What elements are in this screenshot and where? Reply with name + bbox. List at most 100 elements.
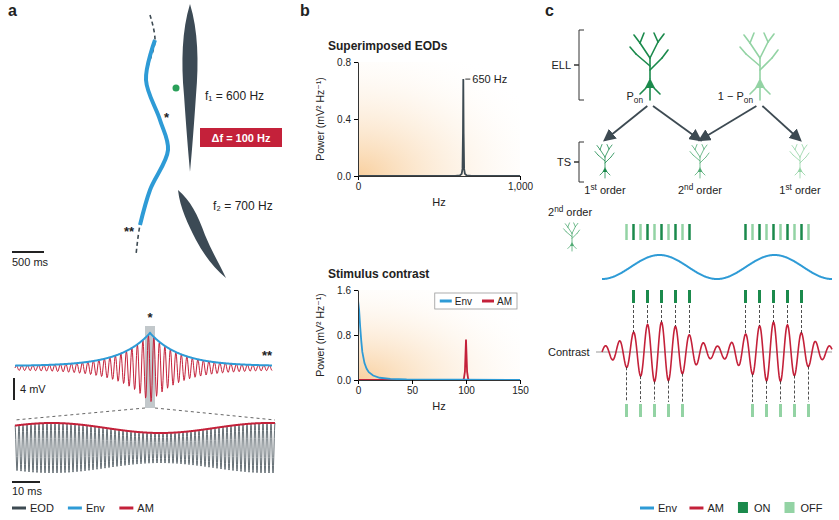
x-axis: 01,000	[356, 176, 534, 192]
annotation-leader	[465, 79, 470, 80]
neurite	[650, 58, 662, 70]
neurite	[605, 172, 606, 178]
chart: 01,0000.00.40.8Superimposed EODsHzPower …	[314, 39, 533, 208]
on-spike	[632, 290, 635, 303]
scale-bar	[13, 378, 15, 400]
tick-mark	[354, 335, 358, 336]
raster-spike	[688, 224, 691, 240]
x-tick: 150	[512, 380, 529, 396]
beat-label: Δf = 100 Hz	[212, 132, 271, 144]
neurite	[690, 152, 693, 156]
soma	[698, 167, 703, 172]
panel-letter: c	[545, 2, 554, 19]
neurite	[600, 145, 602, 150]
spike-guide	[675, 305, 676, 326]
neurite	[792, 146, 795, 150]
tick-mark	[354, 176, 358, 177]
legend-label: OFF	[801, 502, 823, 514]
axis-line	[359, 380, 521, 381]
cell-label: 1st order	[779, 183, 821, 196]
neurite	[772, 50, 778, 58]
raster-spike	[758, 224, 761, 240]
y-tick: 0.8	[337, 330, 358, 341]
tick-mark	[520, 380, 521, 384]
neurite	[695, 150, 700, 158]
neurite	[568, 223, 570, 227]
arrow	[762, 106, 800, 140]
cell-label: 1st order	[584, 183, 626, 196]
spike-guide	[780, 381, 781, 402]
tick-mark	[354, 62, 358, 63]
zoom-line	[15, 408, 145, 420]
off-spike	[793, 404, 796, 417]
series-line	[358, 340, 520, 381]
neurite	[634, 35, 640, 43]
neurite	[574, 246, 577, 249]
am-trace	[15, 335, 272, 402]
tick-mark	[520, 176, 521, 180]
tick-label: 1,000	[508, 181, 533, 192]
legend-swatch	[738, 502, 748, 513]
chart-title: Stimulus contrast	[328, 267, 429, 281]
neurite	[750, 43, 760, 58]
neurite	[564, 229, 567, 232]
on-spike	[786, 290, 789, 303]
neurite	[795, 145, 797, 150]
neurite	[790, 152, 793, 156]
scale-label: 10 ms	[12, 485, 42, 497]
neurite	[695, 172, 698, 175]
soma	[798, 167, 803, 172]
on-spike	[660, 290, 663, 303]
label-part: order	[792, 184, 821, 196]
eod-trace	[15, 423, 275, 473]
y-axis-title: Power (mV² Hz⁻¹)	[314, 293, 326, 377]
legend-swatch	[640, 507, 654, 510]
neurite	[565, 224, 568, 227]
off-spike	[667, 404, 670, 417]
neurite	[750, 88, 756, 94]
bracket	[574, 142, 584, 182]
legend: EnvAM	[435, 293, 517, 309]
neurite	[764, 88, 770, 94]
ell-off-neuron	[740, 33, 778, 100]
y-axis: 0.00.40.8	[337, 57, 358, 182]
off-spike	[779, 404, 782, 417]
tick-label: 150	[512, 385, 529, 396]
tick-label: 50	[407, 385, 419, 396]
am-wave	[602, 322, 832, 382]
neurite	[607, 145, 609, 150]
env-trace	[15, 333, 272, 366]
am-envelope	[15, 423, 275, 433]
legend-label: AM	[137, 502, 154, 514]
superscript: nd	[554, 205, 564, 214]
neurite	[740, 47, 746, 54]
ts-neuron	[690, 145, 709, 179]
neurite	[744, 35, 750, 43]
neurite	[575, 223, 578, 226]
y-axis-title: Power (mV² Hz⁻¹)	[314, 77, 326, 161]
soma	[603, 167, 608, 172]
neurite	[802, 145, 804, 150]
subscript: on	[634, 96, 644, 105]
neurite	[795, 172, 798, 175]
x-tick: 50	[407, 380, 419, 396]
raster-spike	[681, 224, 684, 240]
figure: a***f₁ = 600 HzΔf = 100 Hzf₂ = 700 Hz500…	[0, 0, 839, 520]
on-spike	[744, 290, 747, 303]
neurite	[764, 33, 768, 42]
off-spike	[807, 404, 810, 417]
neurite	[649, 88, 651, 100]
tick-label: 0.8	[337, 57, 351, 68]
tick-label: 1.6	[337, 285, 351, 296]
spike-guide	[689, 305, 690, 335]
raster-spike	[744, 224, 747, 240]
spike-guide	[668, 381, 669, 402]
region-label: TS	[557, 156, 571, 168]
raster-spike	[751, 224, 754, 240]
series-line	[358, 79, 520, 176]
tick-mark	[358, 380, 359, 384]
neurite	[605, 149, 609, 157]
on-spike	[646, 290, 649, 303]
legend-label: AM	[707, 502, 724, 514]
neurite	[611, 153, 614, 157]
